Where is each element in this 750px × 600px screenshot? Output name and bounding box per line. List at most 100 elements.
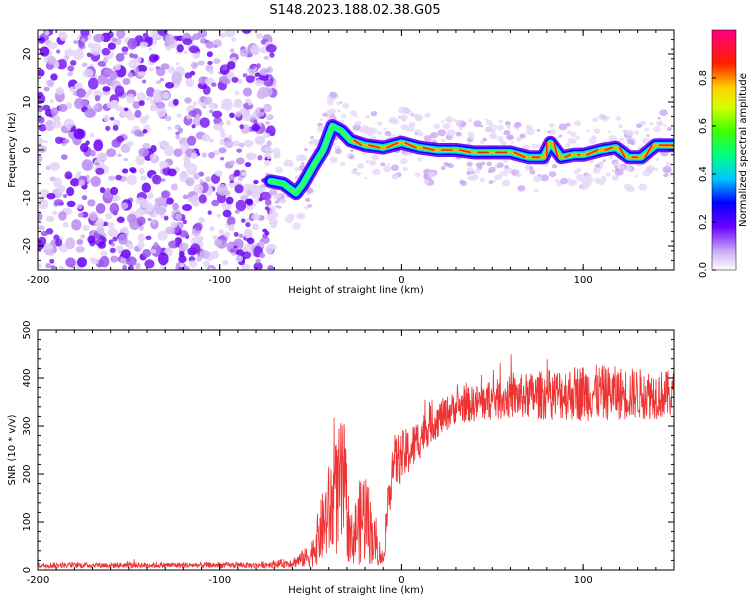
noise-blob — [182, 203, 193, 212]
halo-blob — [461, 121, 467, 126]
spectrogram-x-tick-label: -100 — [208, 275, 231, 286]
noise-blob — [148, 47, 153, 51]
halo-blob — [613, 161, 621, 168]
noise-blob — [122, 78, 131, 85]
snr-y-tick-label: 400 — [22, 368, 33, 387]
halo-blob — [410, 111, 414, 115]
noise-blob — [136, 92, 146, 103]
halo-blob — [265, 159, 270, 164]
noise-blob — [239, 124, 244, 130]
noise-blob — [38, 93, 46, 104]
halo-blob — [458, 126, 463, 131]
noise-blob — [87, 42, 94, 49]
noise-blob — [239, 48, 249, 57]
halo-blob — [659, 109, 668, 117]
signal-core-red — [644, 144, 653, 158]
snr-y-tick-label: 100 — [22, 512, 33, 531]
halo-blob — [274, 200, 280, 204]
halo-blob — [618, 124, 624, 129]
noise-blob — [142, 129, 148, 134]
noise-blob — [44, 30, 50, 36]
halo-blob — [294, 166, 301, 172]
noise-blob — [199, 249, 210, 259]
noise-blob — [224, 30, 236, 38]
noise-blob — [238, 142, 245, 148]
halo-blob — [598, 160, 605, 166]
noise-blob — [87, 199, 96, 207]
noise-blob — [78, 40, 85, 48]
noise-blob — [172, 202, 179, 211]
noise-blob — [164, 115, 172, 122]
noise-blob — [39, 198, 44, 202]
halo-blob — [528, 166, 534, 170]
halo-blob — [496, 124, 505, 131]
noise-blob — [183, 50, 188, 55]
halo-blob — [491, 134, 498, 140]
noise-blob — [171, 71, 183, 85]
noise-blob — [71, 219, 82, 231]
snr-y-tick-label: 200 — [22, 464, 33, 483]
halo-blob — [391, 118, 400, 125]
noise-blob — [122, 265, 127, 270]
snr-series-line — [38, 354, 674, 570]
halo-blob — [269, 205, 277, 211]
halo-blob — [625, 166, 632, 172]
noise-blob — [127, 243, 134, 250]
signal-core-red — [618, 146, 626, 158]
noise-blob — [126, 141, 134, 147]
snr-marks — [38, 354, 674, 570]
noise-blob — [211, 82, 217, 87]
noise-blob — [39, 189, 50, 198]
noise-blob — [246, 237, 255, 245]
halo-blob — [466, 170, 472, 176]
noise-blob — [149, 153, 156, 161]
halo-blob — [620, 165, 625, 170]
halo-blob — [269, 209, 277, 216]
halo-blob — [341, 114, 347, 119]
noise-blob — [107, 222, 115, 229]
halo-blob — [607, 130, 612, 134]
noise-blob — [97, 74, 108, 85]
halo-blob — [414, 172, 421, 178]
noise-blob — [69, 86, 75, 92]
noise-blob — [236, 148, 243, 153]
halo-blob — [496, 162, 504, 169]
halo-blob — [504, 164, 509, 169]
noise-blob — [250, 44, 261, 56]
signal-core-red — [386, 142, 399, 149]
noise-blob — [38, 199, 49, 210]
noise-blob — [130, 168, 137, 174]
halo-blob — [551, 164, 558, 169]
halo-blob — [662, 165, 672, 173]
noise-blob — [224, 231, 231, 238]
noise-blob — [86, 89, 93, 96]
noise-blob — [56, 49, 61, 54]
noise-blob — [137, 241, 145, 250]
noise-blob — [260, 187, 266, 193]
colorbar-tick-label: 0.0 — [698, 262, 709, 278]
halo-blob — [626, 138, 634, 145]
noise-blob — [142, 142, 151, 150]
halo-blob — [383, 166, 388, 170]
noise-blob — [198, 194, 207, 204]
noise-blob — [39, 46, 50, 57]
noise-blob — [242, 73, 248, 78]
halo-blob — [445, 162, 451, 167]
noise-blob — [137, 233, 146, 243]
noise-blob — [140, 175, 147, 181]
noise-blob — [38, 69, 45, 77]
noise-blob — [229, 160, 236, 166]
halo-blob — [283, 161, 290, 167]
noise-blob — [111, 37, 118, 42]
halo-blob — [533, 188, 539, 193]
noise-blob — [82, 225, 90, 232]
halo-blob — [470, 170, 476, 174]
noise-blob — [253, 179, 259, 185]
noise-blob — [150, 99, 156, 105]
halo-blob — [503, 129, 511, 136]
noise-blob — [102, 86, 111, 92]
noise-blob — [65, 257, 76, 268]
halo-blob — [501, 141, 507, 146]
halo-blob — [668, 173, 672, 177]
halo-blob — [486, 161, 493, 167]
